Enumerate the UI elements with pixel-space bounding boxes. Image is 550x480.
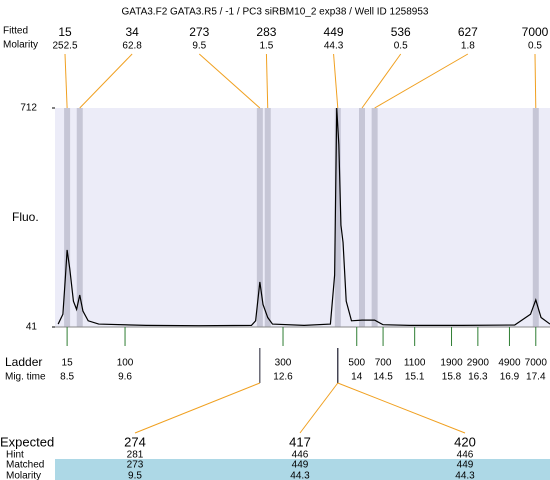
peak-size: 283 <box>256 25 276 39</box>
peak-molarity: 62.8 <box>122 41 142 52</box>
title: GATA3.F2 GATA3.R5 / -1 / PC3 siRBM10_2 e… <box>122 7 429 18</box>
peak-size: 15 <box>58 25 72 39</box>
peak-size: 536 <box>391 25 411 39</box>
ladder-mig-time: 9.6 <box>118 372 132 383</box>
peak-size: 273 <box>189 25 209 39</box>
peak-band <box>64 108 71 327</box>
cell-molarity: 44.3 <box>455 471 475 480</box>
peak-molarity: 0.5 <box>394 41 408 52</box>
peak-connector <box>198 53 261 109</box>
cell-hint: 281 <box>127 450 144 461</box>
peak-band <box>334 108 341 327</box>
peak-band <box>359 108 366 327</box>
match-connector <box>134 382 261 434</box>
ladder-size: 500 <box>348 358 365 369</box>
ladder-size: 100 <box>117 358 134 369</box>
peak-band <box>264 108 271 327</box>
ladder-size: 1100 <box>404 358 426 369</box>
row-label: Hint <box>6 450 24 461</box>
plot-area <box>55 108 550 327</box>
peak-band <box>76 108 83 327</box>
peak-size: 7000 <box>522 25 549 39</box>
ladder-mig-time: 15.8 <box>442 372 462 383</box>
matched-band <box>55 459 550 480</box>
peak-connector <box>374 53 469 109</box>
cell-matched: 449 <box>457 460 474 471</box>
peak-connector <box>79 53 133 109</box>
peak-connector <box>64 53 68 109</box>
cell-expected: 274 <box>124 434 146 449</box>
ladder-mig-time: 16.3 <box>468 372 488 383</box>
peak-molarity: 1.5 <box>259 41 273 52</box>
peak-molarity: 9.5 <box>192 41 206 52</box>
peak-band <box>532 108 539 327</box>
cell-hint: 446 <box>292 450 309 461</box>
row-label: Mig. time <box>5 372 46 383</box>
y-label: Fluo. <box>12 210 39 224</box>
peak-molarity: 1.8 <box>461 41 475 52</box>
ladder-size: 4900 <box>498 358 521 369</box>
ladder-mig-time: 14.5 <box>373 372 393 383</box>
peak-band <box>256 108 263 327</box>
ladder-mig-time: 12.6 <box>273 372 293 383</box>
peak-size: 34 <box>125 25 139 39</box>
peak-size: 627 <box>458 25 478 39</box>
match-connector <box>337 382 466 434</box>
cell-hint: 446 <box>457 450 474 461</box>
row-label: Molarity <box>3 40 38 51</box>
y-tick-label: 41 <box>26 322 38 333</box>
ladder-mig-time: 14 <box>351 372 363 383</box>
ladder-mig-time: 8.5 <box>60 372 74 383</box>
peak-connector <box>265 53 269 109</box>
peak-band <box>371 108 378 327</box>
ladder-mig-time: 17.4 <box>526 372 546 383</box>
peak-molarity: 252.5 <box>52 41 77 52</box>
row-label: Fitted <box>3 26 28 37</box>
peak-connector <box>333 53 339 109</box>
peak-molarity: 44.3 <box>324 41 344 52</box>
row-label: Matched <box>6 460 44 471</box>
ladder-size: 1900 <box>440 358 463 369</box>
ladder-size: 2900 <box>467 358 490 369</box>
cell-expected: 417 <box>289 434 311 449</box>
cell-matched: 273 <box>127 460 144 471</box>
match-connector <box>299 382 339 434</box>
peak-connector <box>534 53 537 109</box>
row-label: Molarity <box>6 471 41 480</box>
ladder-size: 300 <box>275 358 292 369</box>
peak-size: 449 <box>324 25 344 39</box>
peak-connector <box>361 53 402 109</box>
cell-molarity: 9.5 <box>128 471 142 480</box>
row-label: Ladder <box>5 355 42 369</box>
ladder-size: 700 <box>375 358 392 369</box>
trace <box>57 108 550 327</box>
ladder-mig-time: 16.9 <box>500 372 520 383</box>
ladder-size: 7000 <box>525 358 548 369</box>
cell-expected: 420 <box>454 434 476 449</box>
cell-molarity: 44.3 <box>290 471 310 480</box>
cell-matched: 449 <box>292 460 309 471</box>
ladder-mig-time: 15.1 <box>405 372 425 383</box>
peak-molarity: 0.5 <box>528 41 542 52</box>
layer: 4171215252.53462.82739.52831.544944.3536… <box>0 25 550 480</box>
row-label: Expected <box>0 434 54 449</box>
y-tick-label: 712 <box>20 103 37 114</box>
ladder-size: 15 <box>62 358 74 369</box>
